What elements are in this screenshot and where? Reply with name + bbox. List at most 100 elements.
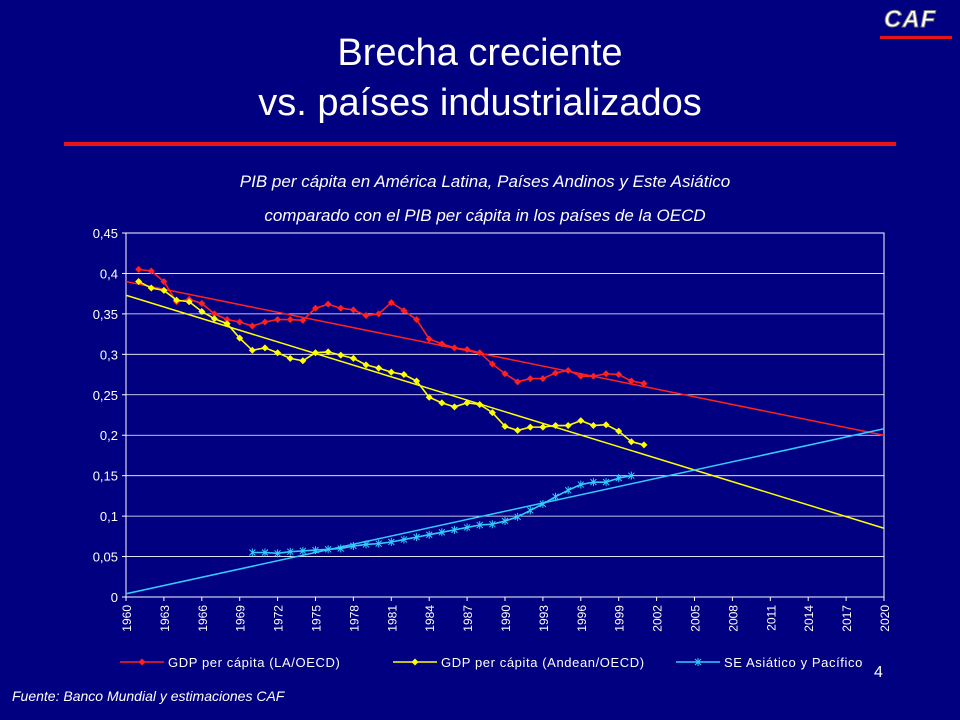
x-tick-label: 1963 <box>158 605 172 632</box>
trend-line <box>125 428 885 595</box>
x-tick-label: 1981 <box>385 605 399 632</box>
legend-item: GDP per cápita (Andean/OECD) <box>393 655 645 670</box>
data-point <box>602 478 610 487</box>
data-point <box>147 284 155 292</box>
data-point <box>173 296 181 304</box>
data-point <box>438 528 446 537</box>
data-point <box>615 427 623 435</box>
x-tick-label: 2014 <box>802 605 816 632</box>
data-point <box>261 344 269 352</box>
data-point <box>160 286 168 294</box>
y-tick-label: 0,15 <box>93 469 118 484</box>
data-point <box>274 349 282 357</box>
data-point <box>564 486 572 495</box>
x-tick-label: 2008 <box>726 605 740 632</box>
data-point <box>236 334 244 342</box>
legend-marker <box>138 658 146 666</box>
data-point <box>627 471 635 480</box>
data-point <box>236 318 244 326</box>
x-tick-label: 2017 <box>840 605 854 632</box>
data-point <box>463 399 471 407</box>
legend-label: GDP per cápita (Andean/OECD) <box>441 655 645 670</box>
page-number: 4 <box>874 664 883 681</box>
x-tick-label: 1996 <box>575 605 589 632</box>
data-point <box>425 335 433 343</box>
data-point <box>476 400 484 408</box>
legend-item: GDP per cápita (LA/OECD) <box>120 655 340 670</box>
series-line <box>138 268 645 385</box>
chart-subtitle-line2: comparado con el PIB per cápita in los p… <box>264 206 706 225</box>
x-tick-label: 1972 <box>272 605 286 632</box>
data-point <box>577 372 585 380</box>
data-point <box>337 304 345 312</box>
x-tick-label: 2002 <box>651 605 665 632</box>
data-point <box>438 340 446 348</box>
data-point <box>223 320 231 328</box>
y-tick-label: 0,4 <box>100 266 118 281</box>
data-point <box>627 377 635 385</box>
data-point <box>476 521 484 530</box>
data-point <box>261 548 269 557</box>
data-point <box>463 523 471 532</box>
series-1 <box>135 278 648 449</box>
x-tick-label: 1999 <box>613 605 627 632</box>
legend-item: SE Asiático y Pacífico <box>676 655 863 670</box>
data-point <box>324 545 332 554</box>
data-point <box>514 378 522 386</box>
x-tick-label: 1993 <box>537 605 551 632</box>
x-tick-label: 2020 <box>878 605 892 632</box>
series-2 <box>248 471 635 558</box>
data-point <box>387 537 395 546</box>
x-tick-label: 1978 <box>347 605 361 632</box>
x-tick-label: 1984 <box>423 605 437 632</box>
data-point <box>248 346 256 354</box>
data-point <box>349 306 357 314</box>
legend-label: SE Asiático y Pacífico <box>724 655 863 670</box>
data-point <box>552 369 560 377</box>
data-point <box>552 492 559 501</box>
data-point <box>526 423 534 431</box>
data-point <box>387 368 395 376</box>
legend-label: GDP per cápita (LA/OECD) <box>168 655 340 670</box>
slide-title-line1: Brecha creciente <box>337 32 623 74</box>
data-point <box>514 426 522 434</box>
data-point <box>602 421 610 429</box>
data-point <box>362 312 370 320</box>
data-point <box>552 422 560 430</box>
data-point <box>299 316 307 324</box>
data-point <box>640 379 648 387</box>
data-point <box>413 377 421 385</box>
data-point <box>286 316 294 324</box>
data-point <box>337 544 345 553</box>
data-point <box>615 474 623 483</box>
data-point <box>324 348 332 356</box>
data-point <box>248 548 256 557</box>
data-point <box>362 361 370 369</box>
chart-subtitle-line1: PIB per cápita en América Latina, Países… <box>239 172 731 191</box>
data-point <box>312 304 319 312</box>
x-tick-label: 2011 <box>764 605 778 631</box>
trend-line <box>125 294 885 529</box>
data-point <box>135 278 143 286</box>
data-point <box>299 357 307 365</box>
data-point <box>602 370 610 378</box>
data-point <box>274 316 282 324</box>
data-point <box>590 478 597 487</box>
title-divider <box>64 142 896 146</box>
data-point <box>400 535 408 544</box>
data-point <box>438 399 446 407</box>
y-tick-label: 0 <box>111 590 118 605</box>
data-point <box>425 393 433 401</box>
data-point <box>350 542 357 551</box>
data-point <box>627 438 635 446</box>
data-point <box>198 307 206 315</box>
data-point <box>450 344 458 352</box>
legend-marker <box>411 658 419 666</box>
data-point <box>337 351 345 359</box>
data-point <box>400 307 408 315</box>
y-tick-label: 0,05 <box>93 550 118 565</box>
caf-logo: CAF <box>883 6 937 34</box>
data-point <box>615 371 623 379</box>
y-tick-label: 0,1 <box>100 509 118 524</box>
